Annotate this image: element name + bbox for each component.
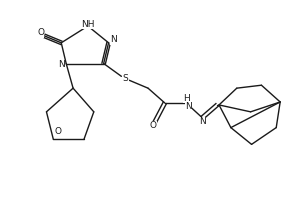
Text: O: O <box>37 28 44 37</box>
Text: S: S <box>122 74 128 83</box>
Text: N: N <box>58 60 64 69</box>
Text: N: N <box>185 102 192 111</box>
Text: N: N <box>199 117 206 126</box>
Text: O: O <box>149 121 157 130</box>
Text: H: H <box>183 94 190 103</box>
Text: O: O <box>55 127 62 136</box>
Text: N: N <box>110 35 117 44</box>
Text: NH: NH <box>81 20 94 29</box>
